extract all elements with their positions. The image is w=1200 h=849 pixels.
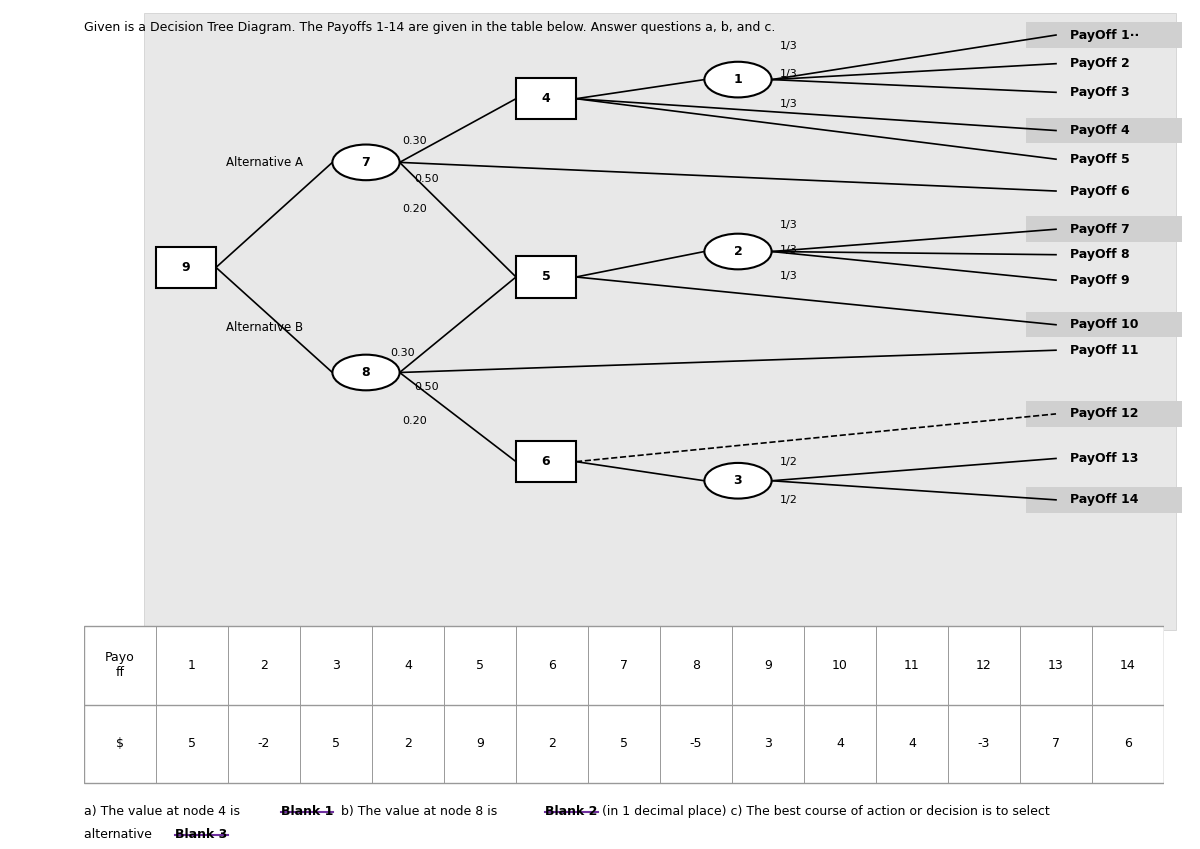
- Text: 2: 2: [733, 245, 743, 258]
- Text: 3: 3: [332, 659, 340, 672]
- Text: -3: -3: [978, 738, 990, 751]
- Text: 4: 4: [404, 659, 412, 672]
- Text: 6: 6: [541, 455, 551, 468]
- Text: 9: 9: [764, 659, 772, 672]
- Text: 5: 5: [541, 271, 551, 284]
- Text: 3: 3: [764, 738, 772, 751]
- Text: 1/3: 1/3: [780, 98, 798, 109]
- Text: PayOff 10: PayOff 10: [1070, 318, 1139, 331]
- Text: 2: 2: [260, 659, 268, 672]
- Text: Given is a Decision Tree Diagram. The Payoffs 1-14 are given in the table below.: Given is a Decision Tree Diagram. The Pa…: [84, 21, 775, 34]
- Text: 1: 1: [733, 73, 743, 86]
- Text: $: $: [116, 738, 124, 751]
- FancyBboxPatch shape: [516, 78, 576, 120]
- Text: PayOff 1··: PayOff 1··: [1070, 29, 1140, 42]
- FancyBboxPatch shape: [1026, 22, 1182, 48]
- Text: 1/2: 1/2: [780, 495, 798, 505]
- Text: 1: 1: [188, 659, 196, 672]
- Text: 8: 8: [692, 659, 700, 672]
- FancyBboxPatch shape: [1026, 312, 1182, 338]
- Text: 11: 11: [904, 659, 920, 672]
- Text: alternative: alternative: [84, 828, 156, 841]
- Text: 0.20: 0.20: [402, 204, 427, 214]
- Text: 2: 2: [404, 738, 412, 751]
- Text: Blank 3: Blank 3: [175, 828, 227, 841]
- Text: Alternative A: Alternative A: [226, 155, 302, 169]
- Text: PayOff 4: PayOff 4: [1070, 124, 1130, 137]
- Text: Alternative B: Alternative B: [226, 321, 302, 335]
- Text: 4: 4: [836, 738, 844, 751]
- Text: PayOff 3: PayOff 3: [1070, 86, 1130, 98]
- Text: 4: 4: [541, 93, 551, 105]
- FancyBboxPatch shape: [84, 627, 1164, 783]
- Text: Blank 1: Blank 1: [281, 805, 332, 818]
- Text: PayOff 9: PayOff 9: [1070, 273, 1130, 287]
- Text: 10: 10: [832, 659, 848, 672]
- Text: 13: 13: [1048, 659, 1064, 672]
- Text: 8: 8: [361, 366, 371, 379]
- Text: PayOff 14: PayOff 14: [1070, 493, 1139, 506]
- Text: 2: 2: [548, 738, 556, 751]
- Text: PayOff 5: PayOff 5: [1070, 153, 1130, 166]
- FancyBboxPatch shape: [1026, 216, 1182, 242]
- Text: 3: 3: [733, 475, 743, 487]
- Text: 0.50: 0.50: [414, 382, 439, 392]
- Text: PayOff 6: PayOff 6: [1070, 184, 1130, 198]
- Text: 7: 7: [620, 659, 628, 672]
- FancyBboxPatch shape: [516, 441, 576, 482]
- FancyBboxPatch shape: [156, 247, 216, 288]
- Text: PayOff 12: PayOff 12: [1070, 408, 1139, 420]
- Text: PayOff 7: PayOff 7: [1070, 222, 1130, 236]
- Text: 12: 12: [976, 659, 992, 672]
- Text: PayOff 2: PayOff 2: [1070, 57, 1130, 70]
- Text: 9: 9: [181, 261, 191, 274]
- Text: PayOff 13: PayOff 13: [1070, 452, 1139, 465]
- Text: 7: 7: [1052, 738, 1060, 751]
- Text: 5: 5: [332, 738, 340, 751]
- Text: 0.20: 0.20: [402, 416, 427, 426]
- FancyBboxPatch shape: [144, 13, 1176, 630]
- Text: 7: 7: [361, 156, 371, 169]
- FancyBboxPatch shape: [1026, 487, 1182, 513]
- Text: 5: 5: [188, 738, 196, 751]
- FancyBboxPatch shape: [1026, 402, 1182, 427]
- Text: Payo
ff: Payo ff: [106, 651, 134, 679]
- Text: PayOff 11: PayOff 11: [1070, 344, 1139, 357]
- Circle shape: [704, 62, 772, 98]
- Circle shape: [704, 233, 772, 269]
- FancyBboxPatch shape: [1026, 118, 1182, 143]
- Text: 1/3: 1/3: [780, 271, 798, 281]
- Text: 5: 5: [476, 659, 484, 672]
- Circle shape: [332, 144, 400, 180]
- FancyBboxPatch shape: [516, 256, 576, 298]
- Text: 1/3: 1/3: [780, 70, 798, 80]
- Text: b) The value at node 8 is: b) The value at node 8 is: [334, 805, 502, 818]
- Text: PayOff 8: PayOff 8: [1070, 248, 1130, 261]
- Text: 6: 6: [1124, 738, 1132, 751]
- Text: (in 1 decimal place) c) The best course of action or decision is to select: (in 1 decimal place) c) The best course …: [598, 805, 1050, 818]
- Text: 6: 6: [548, 659, 556, 672]
- Text: 0.50: 0.50: [414, 174, 439, 184]
- Text: 0.30: 0.30: [402, 137, 427, 147]
- Text: 1/3: 1/3: [780, 245, 798, 256]
- Circle shape: [704, 463, 772, 498]
- Text: 5: 5: [620, 738, 628, 751]
- Text: -5: -5: [690, 738, 702, 751]
- Text: 4: 4: [908, 738, 916, 751]
- Circle shape: [332, 355, 400, 391]
- Text: Blank 2: Blank 2: [545, 805, 598, 818]
- Text: 1/3: 1/3: [780, 42, 798, 52]
- Text: 0.30: 0.30: [390, 348, 415, 358]
- Text: a) The value at node 4 is: a) The value at node 4 is: [84, 805, 244, 818]
- Text: 14: 14: [1120, 659, 1136, 672]
- Text: -2: -2: [258, 738, 270, 751]
- Text: 1/3: 1/3: [780, 220, 798, 230]
- Text: 1/2: 1/2: [780, 457, 798, 467]
- Text: 9: 9: [476, 738, 484, 751]
